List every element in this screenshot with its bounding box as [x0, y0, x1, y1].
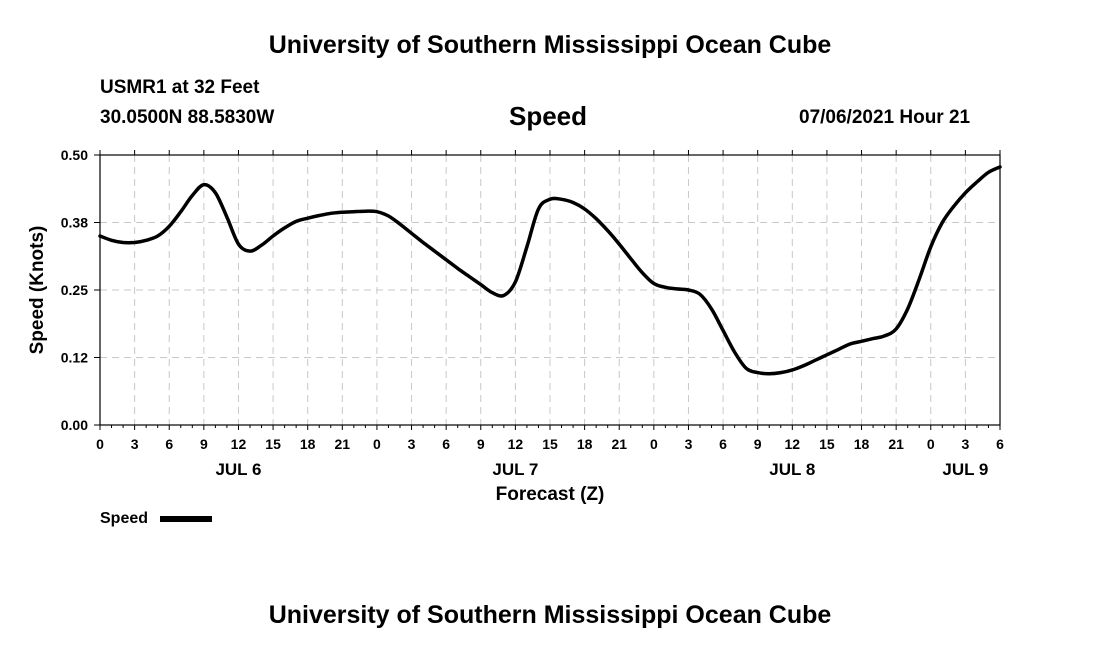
y-tick-label: 0.00	[61, 417, 88, 433]
x-tick-label: 0	[373, 436, 381, 452]
x-tick-label: 3	[961, 436, 969, 452]
speed-series-line	[98, 165, 1002, 376]
x-tick-label: 6	[719, 436, 727, 452]
x-tick-label: 3	[408, 436, 416, 452]
station-label: USMR1 at 32 Feet	[100, 77, 260, 98]
x-tick-label: 0	[650, 436, 658, 452]
chart-title-bottom: University of Southern Mississippi Ocean…	[268, 601, 832, 629]
x-tick-label: 18	[854, 436, 870, 452]
x-tick-label: 3	[131, 436, 139, 452]
day-label: JUL 6	[215, 460, 261, 479]
x-tick-label: 0	[927, 436, 935, 452]
x-axis-label: Forecast (Z)	[496, 484, 605, 505]
y-tick-label: 0.25	[61, 282, 88, 298]
y-tick-label: 0.12	[61, 350, 88, 366]
axis-tick-labels: 0 3 6 9 12 15 18 21 0 3 6 9 12 15 18 21 0 3 6 9 12 15 18 21 0 3 6 0…	[61, 147, 1004, 479]
timestamp-label: 07/06/2021 Hour 21	[799, 107, 971, 128]
legend-label: Speed	[100, 510, 149, 527]
y-tick-label: 0.38	[61, 215, 88, 231]
grid-layer	[99, 154, 1001, 426]
x-tick-label: 15	[265, 436, 281, 452]
x-tick-label: 18	[300, 436, 316, 452]
x-tick-label: 12	[231, 436, 247, 452]
x-tick-label: 6	[996, 436, 1004, 452]
x-tick-label: 15	[542, 436, 558, 452]
x-tick-label: 0	[96, 436, 104, 452]
day-label: JUL 9	[942, 460, 988, 479]
x-tick-label: 21	[335, 436, 351, 452]
day-label: JUL 7	[492, 460, 538, 479]
plot-title: Speed	[509, 101, 588, 131]
legend-swatch	[160, 516, 212, 522]
x-tick-label: 9	[200, 436, 208, 452]
x-tick-label: 21	[888, 436, 904, 452]
x-tick-label: 9	[477, 436, 485, 452]
axis-ticks	[94, 150, 1001, 430]
day-label: JUL 8	[769, 460, 815, 479]
y-axis-label: Speed (Knots)	[27, 226, 48, 355]
x-tick-label: 9	[754, 436, 762, 452]
y-tick-label: 0.50	[61, 147, 88, 163]
x-tick-label: 3	[685, 436, 693, 452]
coordinates-label: 30.0500N 88.5830W	[100, 107, 275, 128]
chart-title-top: University of Southern Mississippi Ocean…	[268, 31, 832, 59]
x-tick-label: 12	[785, 436, 801, 452]
x-tick-label: 6	[442, 436, 450, 452]
x-tick-label: 15	[819, 436, 835, 452]
speed-chart: 0 3 6 9 12 15 18 21 0 3 6 9 12 15 18 21 0 3 6 9 12 15 18 21 0 3 6 0…	[27, 147, 1004, 505]
x-tick-label: 21	[611, 436, 627, 452]
x-tick-label: 6	[165, 436, 173, 452]
x-tick-label: 18	[577, 436, 593, 452]
x-tick-label: 12	[508, 436, 524, 452]
